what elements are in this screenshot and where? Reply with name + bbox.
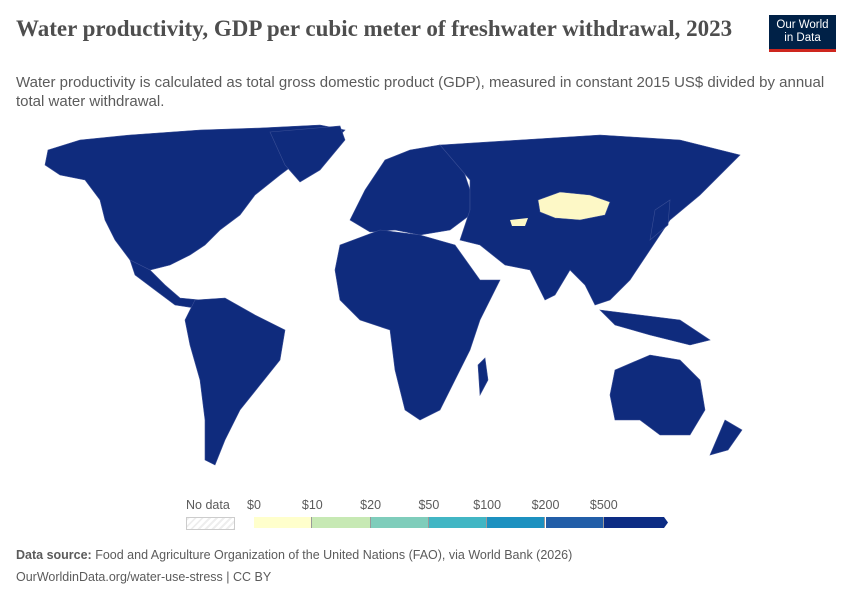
central-america (129, 259, 201, 309)
footer-url[interactable]: OurWorldinData.org/water-use-stress | CC… (16, 570, 272, 584)
legend-tick: $200 (531, 498, 560, 512)
legend-arrow-icon (660, 517, 668, 528)
greenland (269, 125, 346, 183)
asia (439, 134, 741, 306)
legend-tick: $100 (473, 498, 502, 512)
world-map[interactable] (0, 120, 850, 490)
legend-tick: $500 (589, 498, 618, 512)
chart-subtitle: Water productivity is calculated as tota… (16, 74, 825, 110)
source-text: Food and Agriculture Organization of the… (91, 548, 573, 562)
data-source: Data source: Food and Agriculture Organi… (16, 548, 572, 562)
legend-bin[interactable] (428, 517, 488, 528)
kyrgyzstan (510, 218, 528, 226)
madagascar (477, 357, 489, 397)
source-label: Data source: (16, 548, 92, 562)
legend-bin[interactable] (312, 517, 371, 528)
legend-bin[interactable] (545, 517, 604, 528)
legend-tick: $50 (418, 498, 440, 512)
southeast-asia-islands (599, 309, 711, 346)
logo-line2: in Data (784, 32, 821, 44)
legend-bin[interactable] (487, 517, 546, 528)
legend-bin[interactable] (603, 517, 663, 528)
mongolia (537, 191, 611, 221)
africa (334, 229, 501, 421)
legend-tick: $10 (301, 498, 323, 512)
legend-no-data-label: No data (186, 498, 230, 512)
legend-tick: $0 (247, 498, 261, 512)
south-america (184, 297, 286, 466)
north-america (44, 124, 346, 271)
logo-line1: Our World (776, 19, 829, 31)
legend-bin[interactable] (370, 517, 429, 528)
chart-title: Water productivity, GDP per cubic meter … (16, 16, 733, 41)
legend-bin[interactable] (254, 517, 313, 528)
legend-tick: $20 (360, 498, 382, 512)
new-zealand (709, 419, 743, 456)
legend-no-data-swatch (186, 517, 235, 530)
owid-logo[interactable]: Our World in Data (769, 15, 836, 52)
japan (649, 199, 671, 241)
australia (609, 354, 706, 436)
